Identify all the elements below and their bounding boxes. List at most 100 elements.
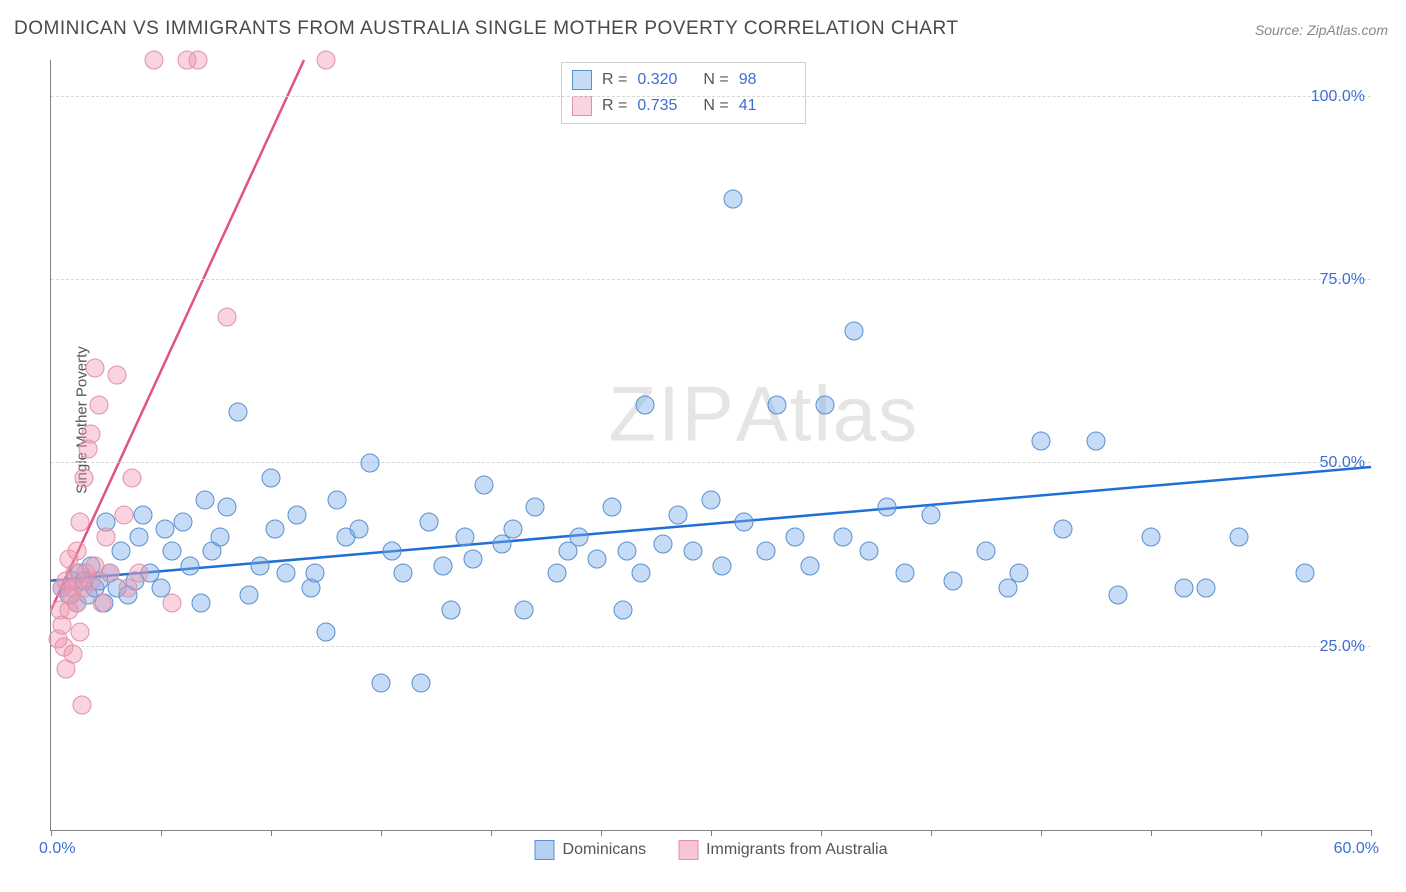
dominican-point: [735, 513, 754, 532]
dominican-point: [977, 542, 996, 561]
x-tick: [1371, 830, 1372, 836]
dominican-point: [112, 542, 131, 561]
x-tick: [381, 830, 382, 836]
dominican-point: [277, 564, 296, 583]
dominican-point: [1296, 564, 1315, 583]
dominican-point: [1010, 564, 1029, 583]
dominican-point: [211, 527, 230, 546]
dominican-point: [174, 513, 193, 532]
dominican-point: [631, 564, 650, 583]
dominican-point: [653, 535, 672, 554]
y-tick-label: 75.0%: [1320, 271, 1365, 289]
australia-point: [108, 366, 127, 385]
dominican-point: [587, 549, 606, 568]
x-tick: [931, 830, 932, 836]
source-attribution: Source: ZipAtlas.com: [1255, 22, 1388, 38]
trend-lines-svg: [51, 60, 1371, 830]
dominican-point: [317, 623, 336, 642]
x-tick: [491, 830, 492, 836]
dominican-point: [944, 571, 963, 590]
dominican-point: [361, 454, 380, 473]
correlation-legend: R =0.320N =98R =0.735N =41: [561, 62, 806, 124]
dominican-point: [394, 564, 413, 583]
dominican-point: [455, 527, 474, 546]
dominican-point: [618, 542, 637, 561]
dominican-point: [196, 491, 215, 510]
dominican-point: [1109, 586, 1128, 605]
legend-item: Dominicans: [535, 840, 647, 860]
dominican-point: [475, 476, 494, 495]
dominican-point: [229, 403, 248, 422]
x-tick: [821, 830, 822, 836]
dominican-point: [801, 557, 820, 576]
dominican-point: [702, 491, 721, 510]
australia-point: [101, 564, 120, 583]
dominican-point: [570, 527, 589, 546]
x-tick: [1151, 830, 1152, 836]
australia-point: [114, 505, 133, 524]
dominican-point: [834, 527, 853, 546]
dominican-point: [757, 542, 776, 561]
dominican-point: [504, 520, 523, 539]
dominican-point: [240, 586, 259, 605]
legend-n-label: N =: [703, 97, 728, 115]
dominican-point: [1032, 432, 1051, 451]
australia-point: [75, 469, 94, 488]
dominican-point: [713, 557, 732, 576]
y-tick-label: 25.0%: [1320, 638, 1365, 656]
gridline: [51, 96, 1371, 97]
legend-label: Dominicans: [563, 841, 647, 859]
legend-n-label: N =: [703, 71, 728, 89]
x-axis-min-label: 0.0%: [39, 840, 75, 858]
dominican-point: [548, 564, 567, 583]
dominican-point: [411, 674, 430, 693]
dominican-point: [1142, 527, 1161, 546]
australia-point: [68, 542, 87, 561]
australia-point: [70, 513, 89, 532]
australia-point: [86, 359, 105, 378]
australia-point: [317, 51, 336, 70]
dominican-point: [860, 542, 879, 561]
legend-row: R =0.320N =98: [572, 67, 795, 93]
dominican-point: [614, 601, 633, 620]
dominican-point: [603, 498, 622, 517]
dominican-point: [350, 520, 369, 539]
dominican-point: [156, 520, 175, 539]
legend-swatch: [678, 840, 698, 860]
legend-n-value: 41: [739, 97, 795, 115]
dominican-point: [515, 601, 534, 620]
australia-point: [72, 696, 91, 715]
dominican-point: [816, 395, 835, 414]
gridline: [51, 646, 1371, 647]
legend-n-value: 98: [739, 71, 795, 89]
series-legend: Dominicans Immigrants from Australia: [535, 840, 888, 860]
australia-point: [189, 51, 208, 70]
australia-point: [97, 527, 116, 546]
dominican-point: [372, 674, 391, 693]
dominican-point: [878, 498, 897, 517]
dominican-point: [266, 520, 285, 539]
australia-point: [90, 395, 109, 414]
australia-point: [130, 564, 149, 583]
legend-r-label: R =: [602, 71, 627, 89]
legend-swatch: [535, 840, 555, 860]
gridline: [51, 279, 1371, 280]
australia-point: [64, 645, 83, 664]
dominican-point: [1087, 432, 1106, 451]
australia-point: [163, 593, 182, 612]
x-tick: [1041, 830, 1042, 836]
australia-point: [218, 307, 237, 326]
x-tick: [271, 830, 272, 836]
dominican-point: [251, 557, 270, 576]
australia-point: [70, 623, 89, 642]
legend-label: Immigrants from Australia: [706, 841, 887, 859]
dominican-point: [130, 527, 149, 546]
legend-row: R =0.735N =41: [572, 93, 795, 119]
x-tick: [1261, 830, 1262, 836]
legend-item: Immigrants from Australia: [678, 840, 887, 860]
y-tick-label: 50.0%: [1320, 454, 1365, 472]
dominican-point: [1197, 579, 1216, 598]
australia-point: [92, 593, 111, 612]
legend-r-label: R =: [602, 97, 627, 115]
dominican-point: [1175, 579, 1194, 598]
